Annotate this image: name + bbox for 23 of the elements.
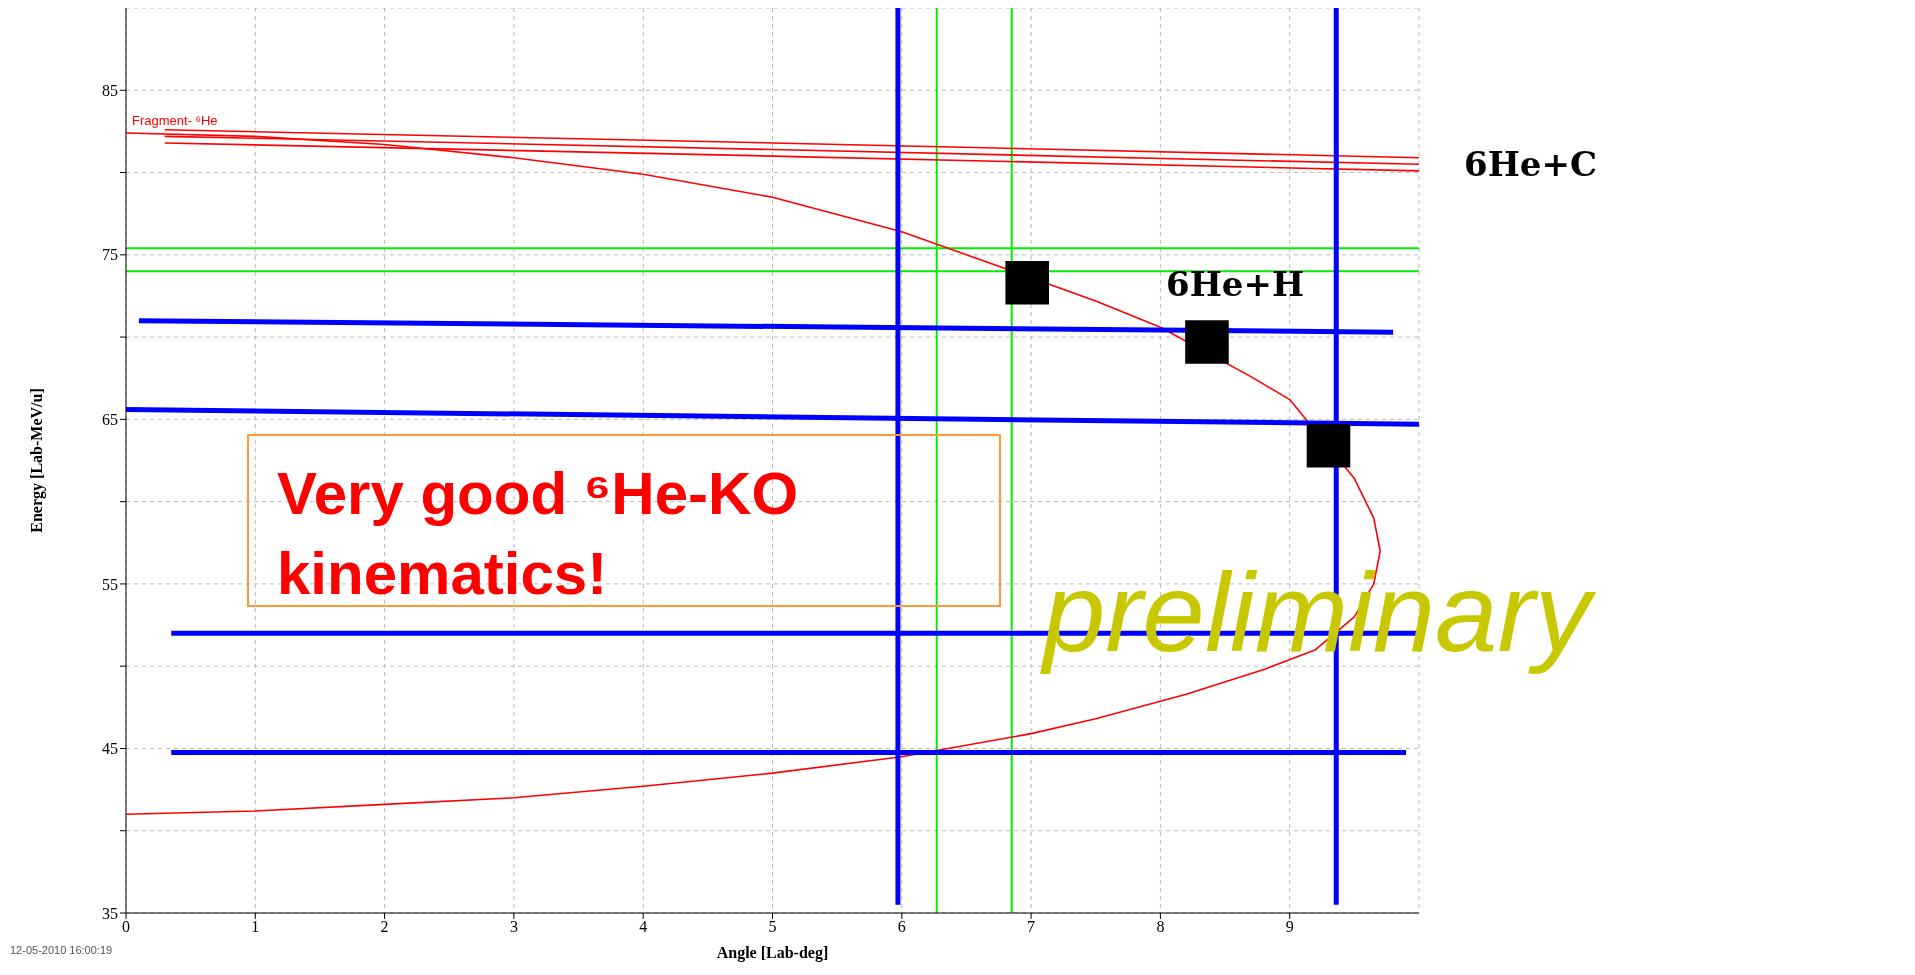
x-tick-label: 4	[639, 918, 648, 936]
x-tick-label: 0	[122, 918, 130, 936]
y-tick-label: 65	[102, 411, 118, 429]
y-tick-label: 55	[102, 575, 118, 593]
y-tick-label: 75	[102, 246, 118, 264]
text: 12-05-2010 16:00:19	[10, 944, 113, 956]
x-tick-label: 8	[1156, 918, 1165, 936]
y-tick-label: 85	[102, 81, 118, 99]
x-tick-label: 2	[380, 918, 389, 936]
x-tick-label: 6	[897, 918, 906, 936]
x-tick-label: 3	[509, 918, 518, 936]
x-tick-label: 1	[251, 918, 260, 936]
x-tick-label: 9	[1285, 918, 1294, 936]
x-axis-title: Angle [Lab-deg]	[716, 944, 829, 962]
x-tick-label: 7	[1027, 918, 1036, 936]
y-tick-label: 45	[102, 740, 118, 758]
annotation: 6He+C	[1464, 144, 1597, 185]
annotation: 6He+H	[1166, 264, 1305, 304]
series-label: Fragment- ⁶He	[132, 113, 218, 129]
y-axis-title: Energy [Lab-MeV/u]	[27, 388, 46, 533]
annotation: Very good ⁶He-KO kinematics!	[277, 459, 800, 609]
x-tick-label: 5	[768, 918, 777, 936]
y-tick-label: 35	[102, 904, 118, 922]
